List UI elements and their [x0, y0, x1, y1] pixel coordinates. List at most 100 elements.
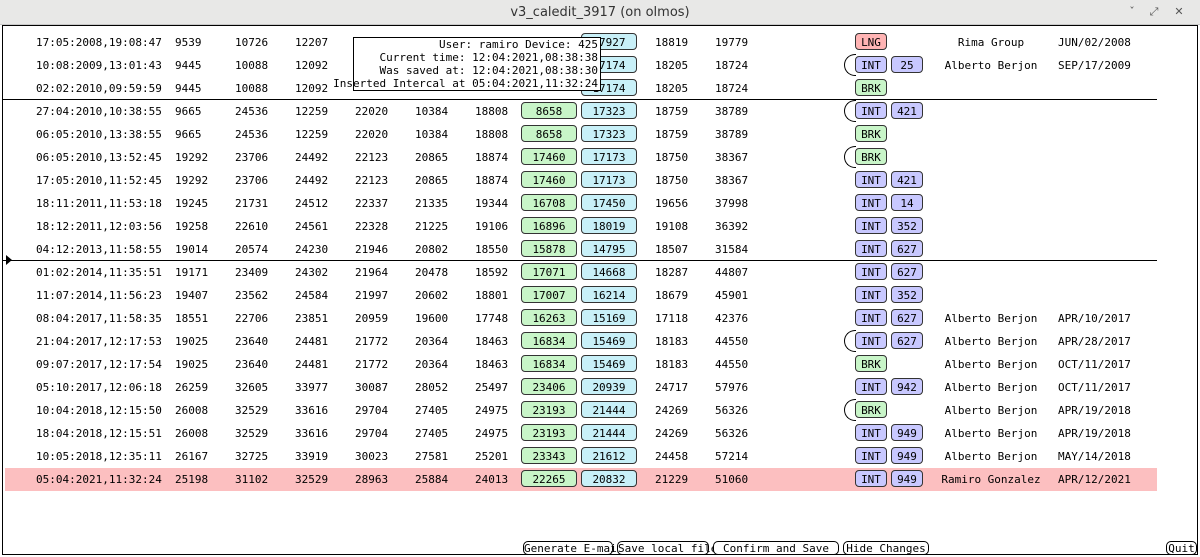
table-row[interactable]: 11:07:2014,11:56:23 19407 23562 24584 21997 2… [3, 284, 1199, 307]
value-box-cyan[interactable]: 21444 [581, 401, 637, 418]
table-row[interactable]: 21:04:2017,12:17:53 19025 23640 24481 21772 2… [3, 330, 1199, 353]
value-box-cyan[interactable]: 17173 [581, 148, 637, 165]
value-box-cyan[interactable]: 17323 [581, 102, 637, 119]
device-number-badge[interactable]: 949 [891, 470, 923, 487]
type-badge[interactable]: INT [855, 56, 887, 73]
type-badge[interactable]: INT [855, 240, 887, 257]
value-cell: 9665 [175, 128, 202, 141]
type-badge[interactable]: INT [855, 171, 887, 188]
value-box-green[interactable]: 23193 [521, 424, 577, 441]
value-box-cyan[interactable]: 17450 [581, 194, 637, 211]
value-box-green[interactable]: 15878 [521, 240, 577, 257]
type-badge[interactable]: LNG [855, 33, 887, 50]
device-number-badge[interactable]: 421 [891, 102, 923, 119]
device-number-badge[interactable]: 352 [891, 286, 923, 303]
type-badge[interactable]: INT [855, 309, 887, 326]
value-cell: 24481 [295, 335, 329, 348]
table-row[interactable]: 18:04:2018,12:15:51 26008 32529 33616 29704 2… [3, 422, 1199, 445]
table-row[interactable]: 10:08:2009,13:01:43 9445 10088 12092 17174 18… [3, 54, 1199, 77]
value-box-green[interactable]: 17460 [521, 148, 577, 165]
type-badge[interactable]: INT [855, 424, 887, 441]
type-badge[interactable]: BRK [855, 355, 887, 372]
generate-email-button[interactable]: Generate E-mail [523, 541, 624, 555]
type-badge[interactable]: BRK [855, 125, 887, 142]
table-row[interactable]: 06:05:2010,13:52:45 19292 23706 24492 22123 2… [3, 146, 1199, 169]
save-local-file-button[interactable]: Save local file [617, 541, 718, 555]
quit-button[interactable]: Quit [1166, 541, 1197, 555]
value-box-cyan[interactable]: 17323 [581, 125, 637, 142]
minimize-icon[interactable]: ˇ [1129, 5, 1135, 18]
type-badge[interactable]: BRK [855, 148, 887, 165]
type-badge[interactable]: INT [855, 286, 887, 303]
table-row[interactable]: 08:04:2017,11:58:35 18551 22706 23851 20959 1… [3, 307, 1199, 330]
device-number-badge[interactable]: 25 [891, 56, 923, 73]
value-box-green[interactable]: 17007 [521, 286, 577, 303]
value-box-cyan[interactable]: 15469 [581, 355, 637, 372]
value-box-green[interactable]: 22265 [521, 470, 577, 487]
value-box-cyan[interactable]: 18019 [581, 217, 637, 234]
table-row[interactable]: 06:05:2010,13:38:55 9665 24536 12259 22020 10… [3, 123, 1199, 146]
hide-changes-button[interactable]: Hide Changes [843, 541, 929, 555]
value-cell: 21225 [415, 220, 449, 233]
value-box-cyan[interactable]: 20832 [581, 470, 637, 487]
value-box-green[interactable]: 23343 [521, 447, 577, 464]
type-badge[interactable]: INT [855, 470, 887, 487]
table-row[interactable]: 02:02:2010,09:59:59 9445 10088 12092 17174 18… [3, 77, 1199, 100]
type-badge[interactable]: INT [855, 332, 887, 349]
device-number-badge[interactable]: 627 [891, 332, 923, 349]
value-box-cyan[interactable]: 14668 [581, 263, 637, 280]
close-icon[interactable]: ✕ [1174, 5, 1184, 18]
value-box-green[interactable]: 16708 [521, 194, 577, 211]
device-number-badge[interactable]: 942 [891, 378, 923, 395]
type-badge[interactable]: INT [855, 378, 887, 395]
value-box-green[interactable]: 8658 [521, 102, 577, 119]
device-number-badge[interactable]: 627 [891, 309, 923, 326]
table-row[interactable]: 10:04:2018,12:15:50 26008 32529 33616 29704 2… [3, 399, 1199, 422]
value-box-green[interactable]: 16263 [521, 309, 577, 326]
value-box-green[interactable]: 23193 [521, 401, 577, 418]
table-row[interactable]: 17:05:2008,19:08:47 9539 10726 12207 17927 18… [3, 31, 1199, 54]
table-row[interactable]: 05:10:2017,12:06:18 26259 32605 33977 30087 2… [3, 376, 1199, 399]
confirm-and-save-button[interactable]: Confirm and Save [713, 541, 839, 555]
table-row[interactable]: 27:04:2010,10:38:55 9665 24536 12259 22020 10… [3, 100, 1199, 123]
type-badge[interactable]: BRK [855, 79, 887, 96]
restore-icon[interactable]: ⤢ [1149, 5, 1159, 18]
value-box-cyan[interactable]: 20939 [581, 378, 637, 395]
value-box-cyan[interactable]: 21444 [581, 424, 637, 441]
value-box-green[interactable]: 8658 [521, 125, 577, 142]
device-number-badge[interactable]: 949 [891, 447, 923, 464]
device-number-badge[interactable]: 949 [891, 424, 923, 441]
value-box-cyan[interactable]: 17173 [581, 171, 637, 188]
date-cell: OCT/11/2017 [1058, 381, 1131, 394]
table-row[interactable]: 17:05:2010,11:52:45 19292 23706 24492 22123 2… [3, 169, 1199, 192]
value-box-cyan[interactable]: 15169 [581, 309, 637, 326]
device-number-badge[interactable]: 421 [891, 171, 923, 188]
type-badge[interactable]: INT [855, 263, 887, 280]
value-box-green[interactable]: 16834 [521, 332, 577, 349]
value-box-cyan[interactable]: 16214 [581, 286, 637, 303]
table-row[interactable]: 04:12:2013,11:58:55 19014 20574 24230 21946 2… [3, 238, 1199, 261]
device-number-badge[interactable]: 627 [891, 240, 923, 257]
value-box-green[interactable]: 23406 [521, 378, 577, 395]
table-row[interactable]: 01:02:2014,11:35:51 19171 23409 24302 21964 2… [3, 261, 1199, 284]
device-number-badge[interactable]: 14 [891, 194, 923, 211]
table-row[interactable]: 18:12:2011,12:03:56 19258 22610 24561 22328 2… [3, 215, 1199, 238]
value-box-cyan[interactable]: 14795 [581, 240, 637, 257]
type-badge[interactable]: INT [855, 194, 887, 211]
value-box-cyan[interactable]: 21612 [581, 447, 637, 464]
table-row[interactable]: 09:07:2017,12:17:54 19025 23640 24481 21772 2… [3, 353, 1199, 376]
device-number-badge[interactable]: 352 [891, 217, 923, 234]
table-row[interactable]: 10:05:2018,12:35:11 26167 32725 33919 30023 2… [3, 445, 1199, 468]
table-row[interactable]: 18:11:2011,11:53:18 19245 21731 24512 22337 2… [3, 192, 1199, 215]
value-box-green[interactable]: 17460 [521, 171, 577, 188]
type-badge[interactable]: INT [855, 102, 887, 119]
device-number-badge[interactable]: 627 [891, 263, 923, 280]
type-badge[interactable]: BRK [855, 401, 887, 418]
table-row[interactable]: 05:04:2021,11:32:24 25198 31102 32529 28963 2… [5, 468, 1157, 491]
value-box-green[interactable]: 17071 [521, 263, 577, 280]
value-box-cyan[interactable]: 15469 [581, 332, 637, 349]
value-box-green[interactable]: 16896 [521, 217, 577, 234]
type-badge[interactable]: INT [855, 217, 887, 234]
value-box-green[interactable]: 16834 [521, 355, 577, 372]
type-badge[interactable]: INT [855, 447, 887, 464]
